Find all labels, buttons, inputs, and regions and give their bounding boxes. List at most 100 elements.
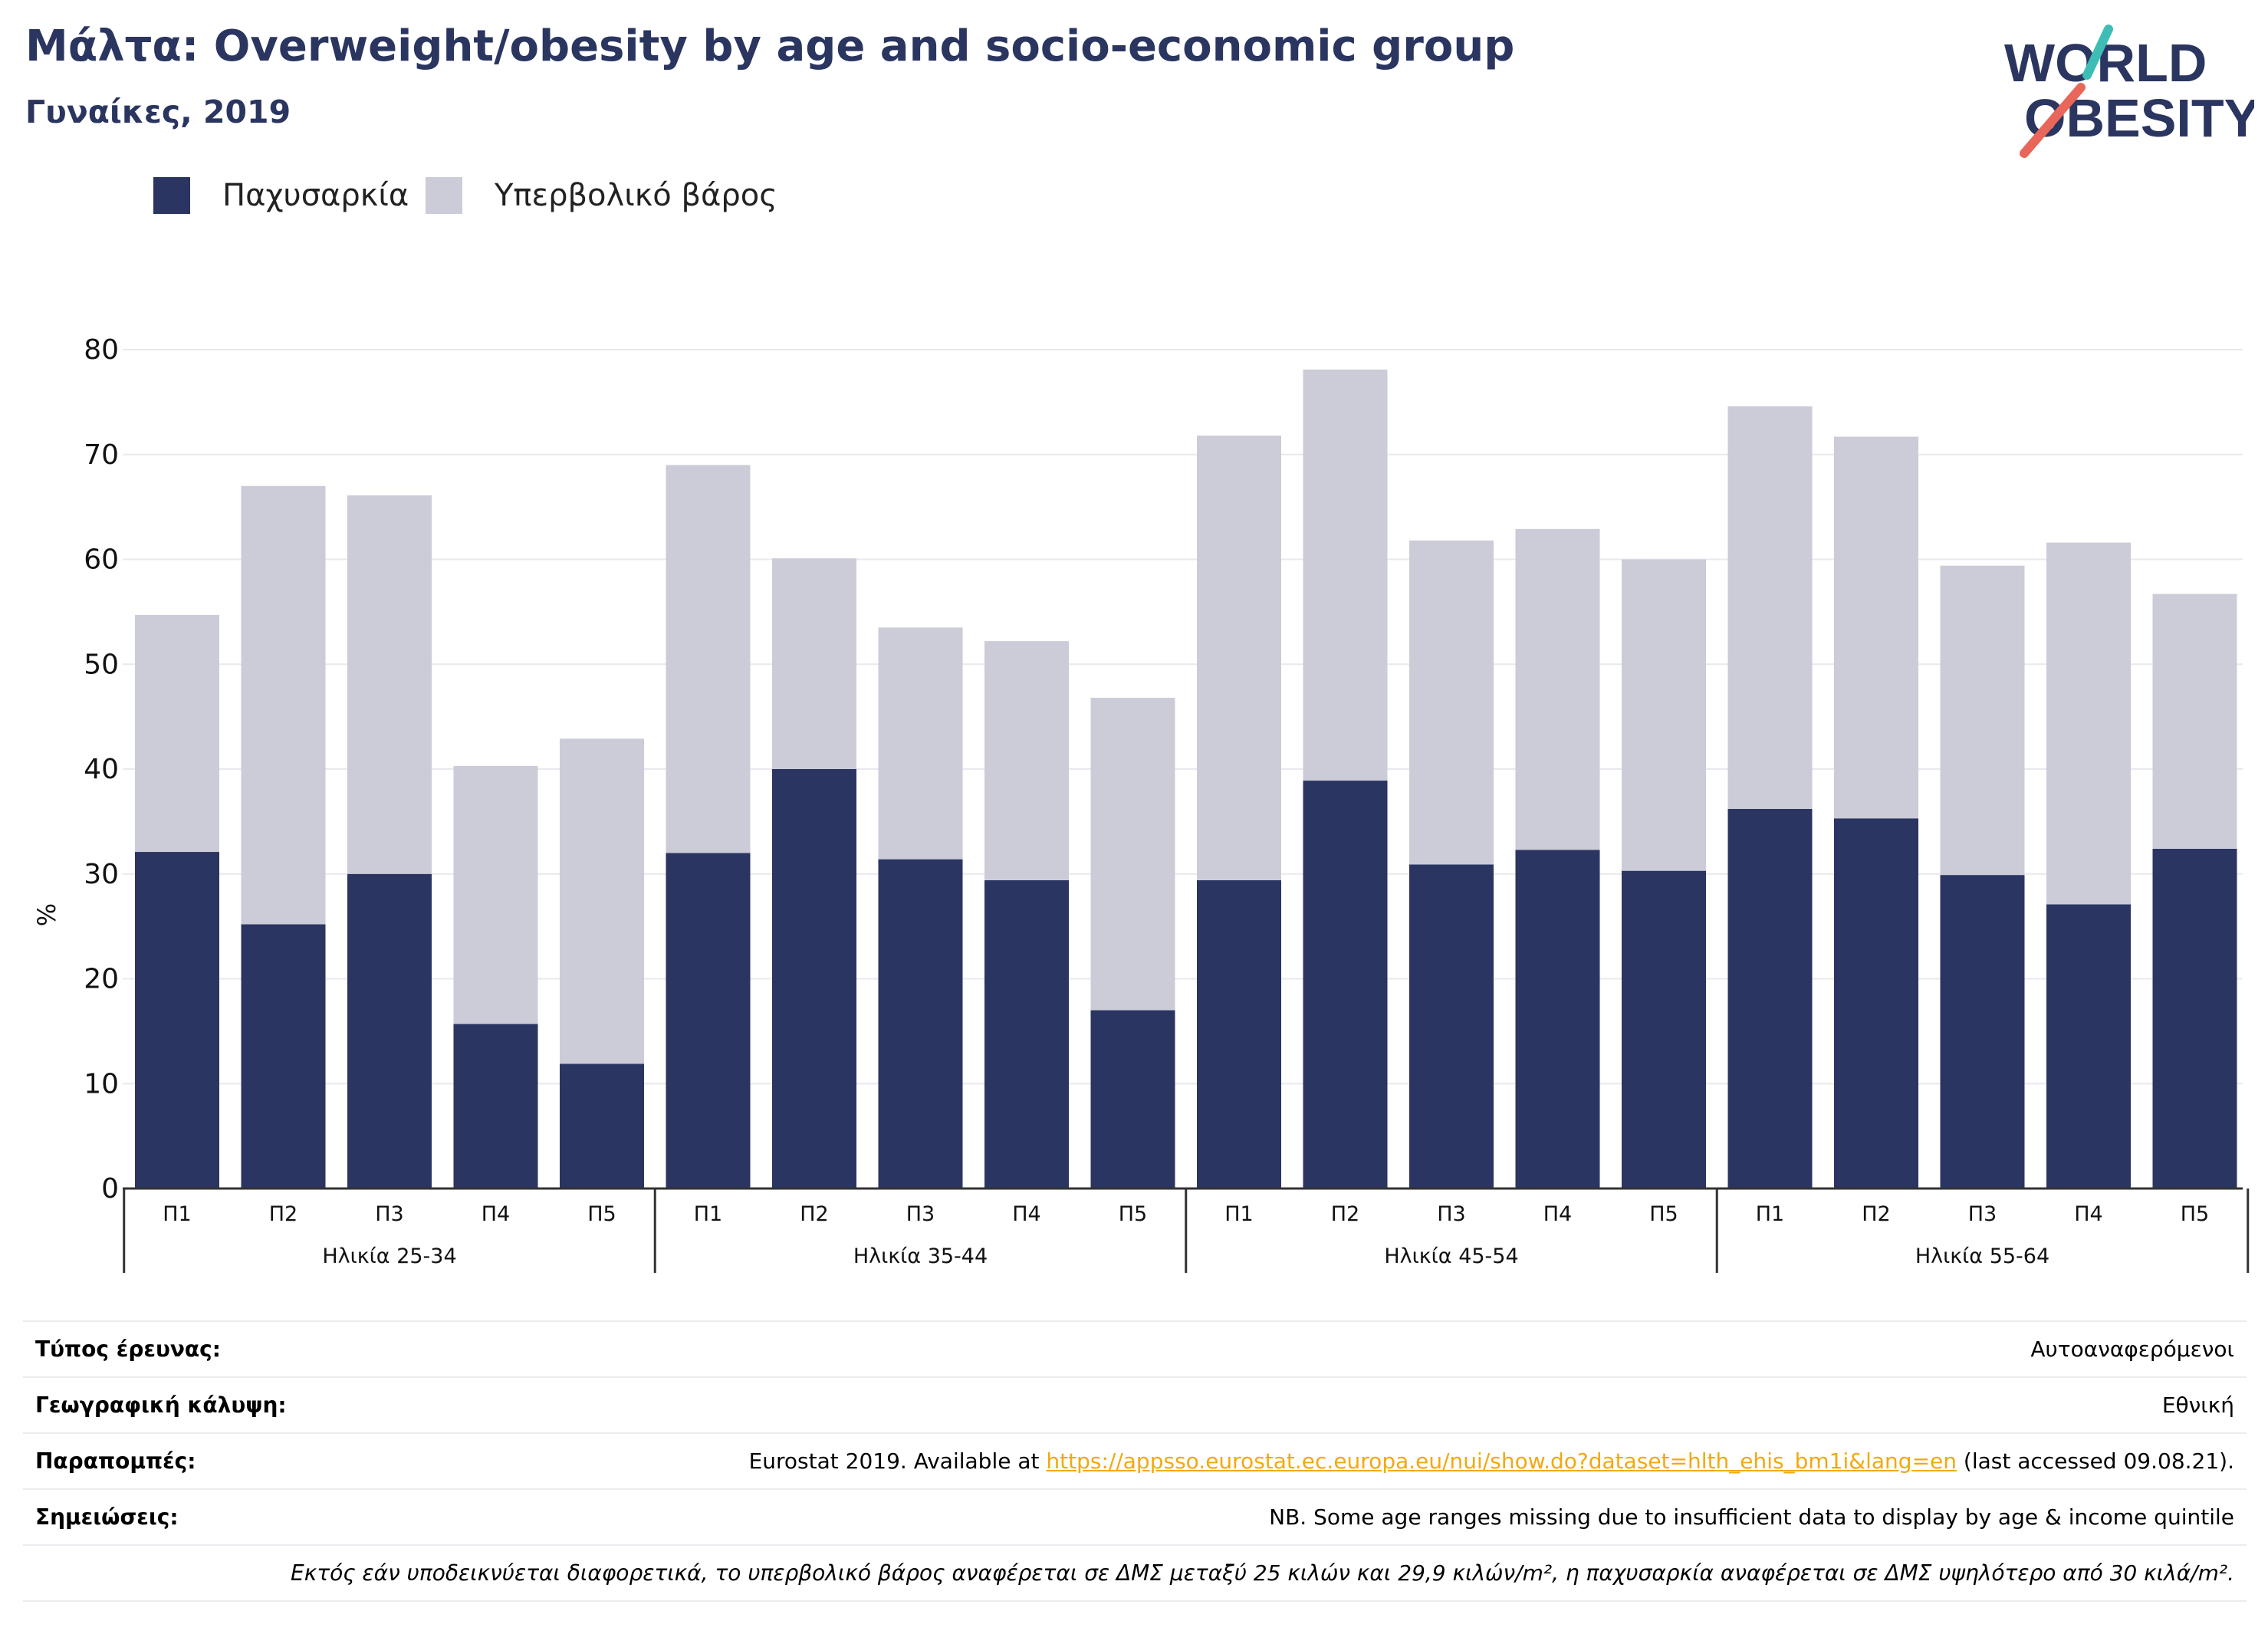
info-row-definition: Εκτός εάν υποδεικνύεται διαφορετικά, το … xyxy=(23,1544,2247,1602)
bar-obesity-g1-Π3 xyxy=(347,873,432,1189)
eurostat-link[interactable]: https://appsso.eurostat.ec.europa.eu/nui… xyxy=(1046,1448,1957,1474)
y-tick-label-0: 0 xyxy=(101,1173,119,1205)
coverage-label: Γεωγραφική κάλυψη: xyxy=(35,1392,287,1418)
y-tick-label-40: 40 xyxy=(84,754,119,785)
x-tick-label-g1-Π3: Π3 xyxy=(375,1202,403,1226)
bar-overweight-g1-Π1 xyxy=(135,614,219,853)
stacked-bar-chart: 0 10 20 30 40 50 60 70 80% Π1 Π2 Π3 Π4 Π5 Π1 Π2 Π3 Π4 Π5 Π1… xyxy=(32,334,2250,1273)
bar-obesity-g3-Π2 xyxy=(1303,781,1388,1189)
bar-overweight-g4-Π1 xyxy=(1727,406,1813,809)
legend-swatch-overweight xyxy=(426,177,462,214)
bar-obesity-g4-Π1 xyxy=(1727,808,1813,1189)
references-suffix: (last accessed 09.08.21). xyxy=(1957,1448,2234,1474)
bar-overweight-g1-Π3 xyxy=(347,495,432,874)
x-tick-label-g1-Π5: Π5 xyxy=(587,1202,616,1226)
bar-obesity-g2-Π4 xyxy=(984,879,1069,1189)
y-tick-label-30: 30 xyxy=(84,859,119,890)
logo-slash-red xyxy=(2020,83,2086,158)
x-tick-label-g3-Π1: Π1 xyxy=(1224,1202,1253,1226)
x-tick-label-g3-Π5: Π5 xyxy=(1649,1202,1678,1226)
info-table: Τύπος έρευνας: Αυτοαναφερόμενοι Γεωγραφι… xyxy=(23,1320,2247,1602)
bar-overweight-g1-Π5 xyxy=(560,738,644,1064)
group-label-3: Ηλικία 45-54 xyxy=(1384,1244,1518,1268)
bar-obesity-g4-Π3 xyxy=(1940,875,2025,1189)
bar-overweight-g4-Π4 xyxy=(2046,542,2131,905)
group-label-1: Ηλικία 25-34 xyxy=(322,1244,456,1268)
info-row-references: Παραπομπές: Eurostat 2019. Available at … xyxy=(23,1432,2247,1488)
x-tick-label-g2-Π3: Π3 xyxy=(906,1202,935,1226)
bar-overweight-g4-Π2 xyxy=(1834,436,1918,819)
bar-obesity-g2-Π5 xyxy=(1090,1010,1175,1189)
bar-obesity-g2-Π3 xyxy=(878,859,963,1189)
logo-slash-teal xyxy=(2082,25,2113,80)
x-tick-label-g4-Π5: Π5 xyxy=(2181,1202,2209,1226)
bar-obesity-g1-Π5 xyxy=(560,1064,644,1189)
x-tick-label-g1-Π1: Π1 xyxy=(163,1202,191,1226)
bar-overweight-g3-Π4 xyxy=(1515,528,1600,850)
x-tick-label-g1-Π2: Π2 xyxy=(269,1202,297,1226)
bar-obesity-g1-Π4 xyxy=(453,1024,538,1189)
x-tick-label-g3-Π4: Π4 xyxy=(1543,1202,1572,1226)
bar-overweight-g3-Π3 xyxy=(1409,540,1494,865)
x-tick-label-g2-Π4: Π4 xyxy=(1012,1202,1040,1226)
bar-obesity-g2-Π2 xyxy=(772,769,856,1189)
bar-obesity-g1-Π2 xyxy=(241,924,326,1189)
references-label: Παραπομπές: xyxy=(35,1448,196,1474)
y-axis-label: % xyxy=(32,903,61,926)
x-tick-label-g3-Π2: Π2 xyxy=(1331,1202,1359,1226)
coverage-value: Εθνική xyxy=(2161,1392,2234,1418)
bar-overweight-g4-Π3 xyxy=(1940,565,2025,876)
bar-overweight-g3-Π2 xyxy=(1303,369,1388,781)
survey-type-label: Τύπος έρευνας: xyxy=(35,1336,221,1362)
y-tick-label-20: 20 xyxy=(84,964,119,995)
bar-obesity-g1-Π1 xyxy=(135,852,219,1189)
x-tick-label-g4-Π4: Π4 xyxy=(2074,1202,2102,1226)
chart-title: Μάλτα: Overweight/obesity by age and soc… xyxy=(25,21,1515,71)
bar-obesity-g4-Π5 xyxy=(2152,848,2237,1189)
y-tick-label-80: 80 xyxy=(84,334,119,366)
bar-obesity-g2-Π1 xyxy=(666,853,751,1189)
bar-obesity-g3-Π3 xyxy=(1409,864,1494,1189)
bar-obesity-g3-Π1 xyxy=(1197,879,1281,1189)
bar-overweight-g2-Π4 xyxy=(984,641,1069,880)
x-tick-label-g4-Π3: Π3 xyxy=(1968,1202,1997,1226)
x-tick-label-g2-Π1: Π1 xyxy=(694,1202,722,1226)
references-value: Eurostat 2019. Available at https://apps… xyxy=(749,1448,2234,1474)
legend-swatch-obesity xyxy=(153,177,190,214)
bar-obesity-g4-Π4 xyxy=(2046,904,2131,1189)
bar-obesity-g4-Π2 xyxy=(1834,818,1918,1189)
bar-overweight-g3-Π1 xyxy=(1197,436,1281,880)
y-tick-label-70: 70 xyxy=(84,439,119,471)
bar-overweight-g2-Π5 xyxy=(1090,698,1175,1011)
definition-note: Εκτός εάν υποδεικνύεται διαφορετικά, το … xyxy=(291,1560,2234,1586)
references-prefix: Eurostat 2019. Available at xyxy=(748,1448,1047,1474)
bar-overweight-g2-Π2 xyxy=(772,558,856,769)
info-row-survey-type: Τύπος έρευνας: Αυτοαναφερόμενοι xyxy=(23,1320,2247,1376)
x-tick-label-g2-Π2: Π2 xyxy=(800,1202,828,1226)
y-tick-label-10: 10 xyxy=(84,1068,119,1100)
logo-line-2: OBESITY xyxy=(2024,88,2254,148)
y-tick-label-50: 50 xyxy=(84,649,119,680)
y-tick-label-60: 60 xyxy=(84,544,119,576)
group-label-2: Ηλικία 35-44 xyxy=(853,1244,988,1268)
notes-value: NB. Some age ranges missing due to insuf… xyxy=(1269,1504,2234,1530)
x-tick-label-g4-Π2: Π2 xyxy=(1862,1202,1890,1226)
world-obesity-logo: WORLD OBESITY xyxy=(2004,25,2254,158)
bar-obesity-g3-Π4 xyxy=(1515,850,1600,1189)
survey-type-value: Αυτοαναφερόμενοι xyxy=(2030,1336,2234,1362)
bar-overweight-g3-Π5 xyxy=(1622,559,1706,871)
bar-overweight-g4-Π5 xyxy=(2152,593,2237,849)
x-tick-label-g2-Π5: Π5 xyxy=(1119,1202,1147,1226)
x-tick-label-g3-Π3: Π3 xyxy=(1437,1202,1465,1226)
bar-overweight-g1-Π4 xyxy=(453,765,538,1024)
legend-label-obesity: Παχυσαρκία xyxy=(222,178,409,213)
x-tick-label-g1-Π4: Π4 xyxy=(482,1202,510,1226)
x-tick-label-g4-Π1: Π1 xyxy=(1756,1202,1784,1226)
group-label-4: Ηλικία 55-64 xyxy=(1915,1244,2049,1268)
bar-overweight-g2-Π3 xyxy=(878,627,963,860)
bar-obesity-g3-Π5 xyxy=(1622,870,1706,1189)
chart-subtitle: Γυναίκες, 2019 xyxy=(25,94,291,130)
info-row-coverage: Γεωγραφική κάλυψη: Εθνική xyxy=(23,1376,2247,1432)
notes-label: Σημειώσεις: xyxy=(35,1504,179,1530)
bar-overweight-g1-Π2 xyxy=(241,485,326,925)
